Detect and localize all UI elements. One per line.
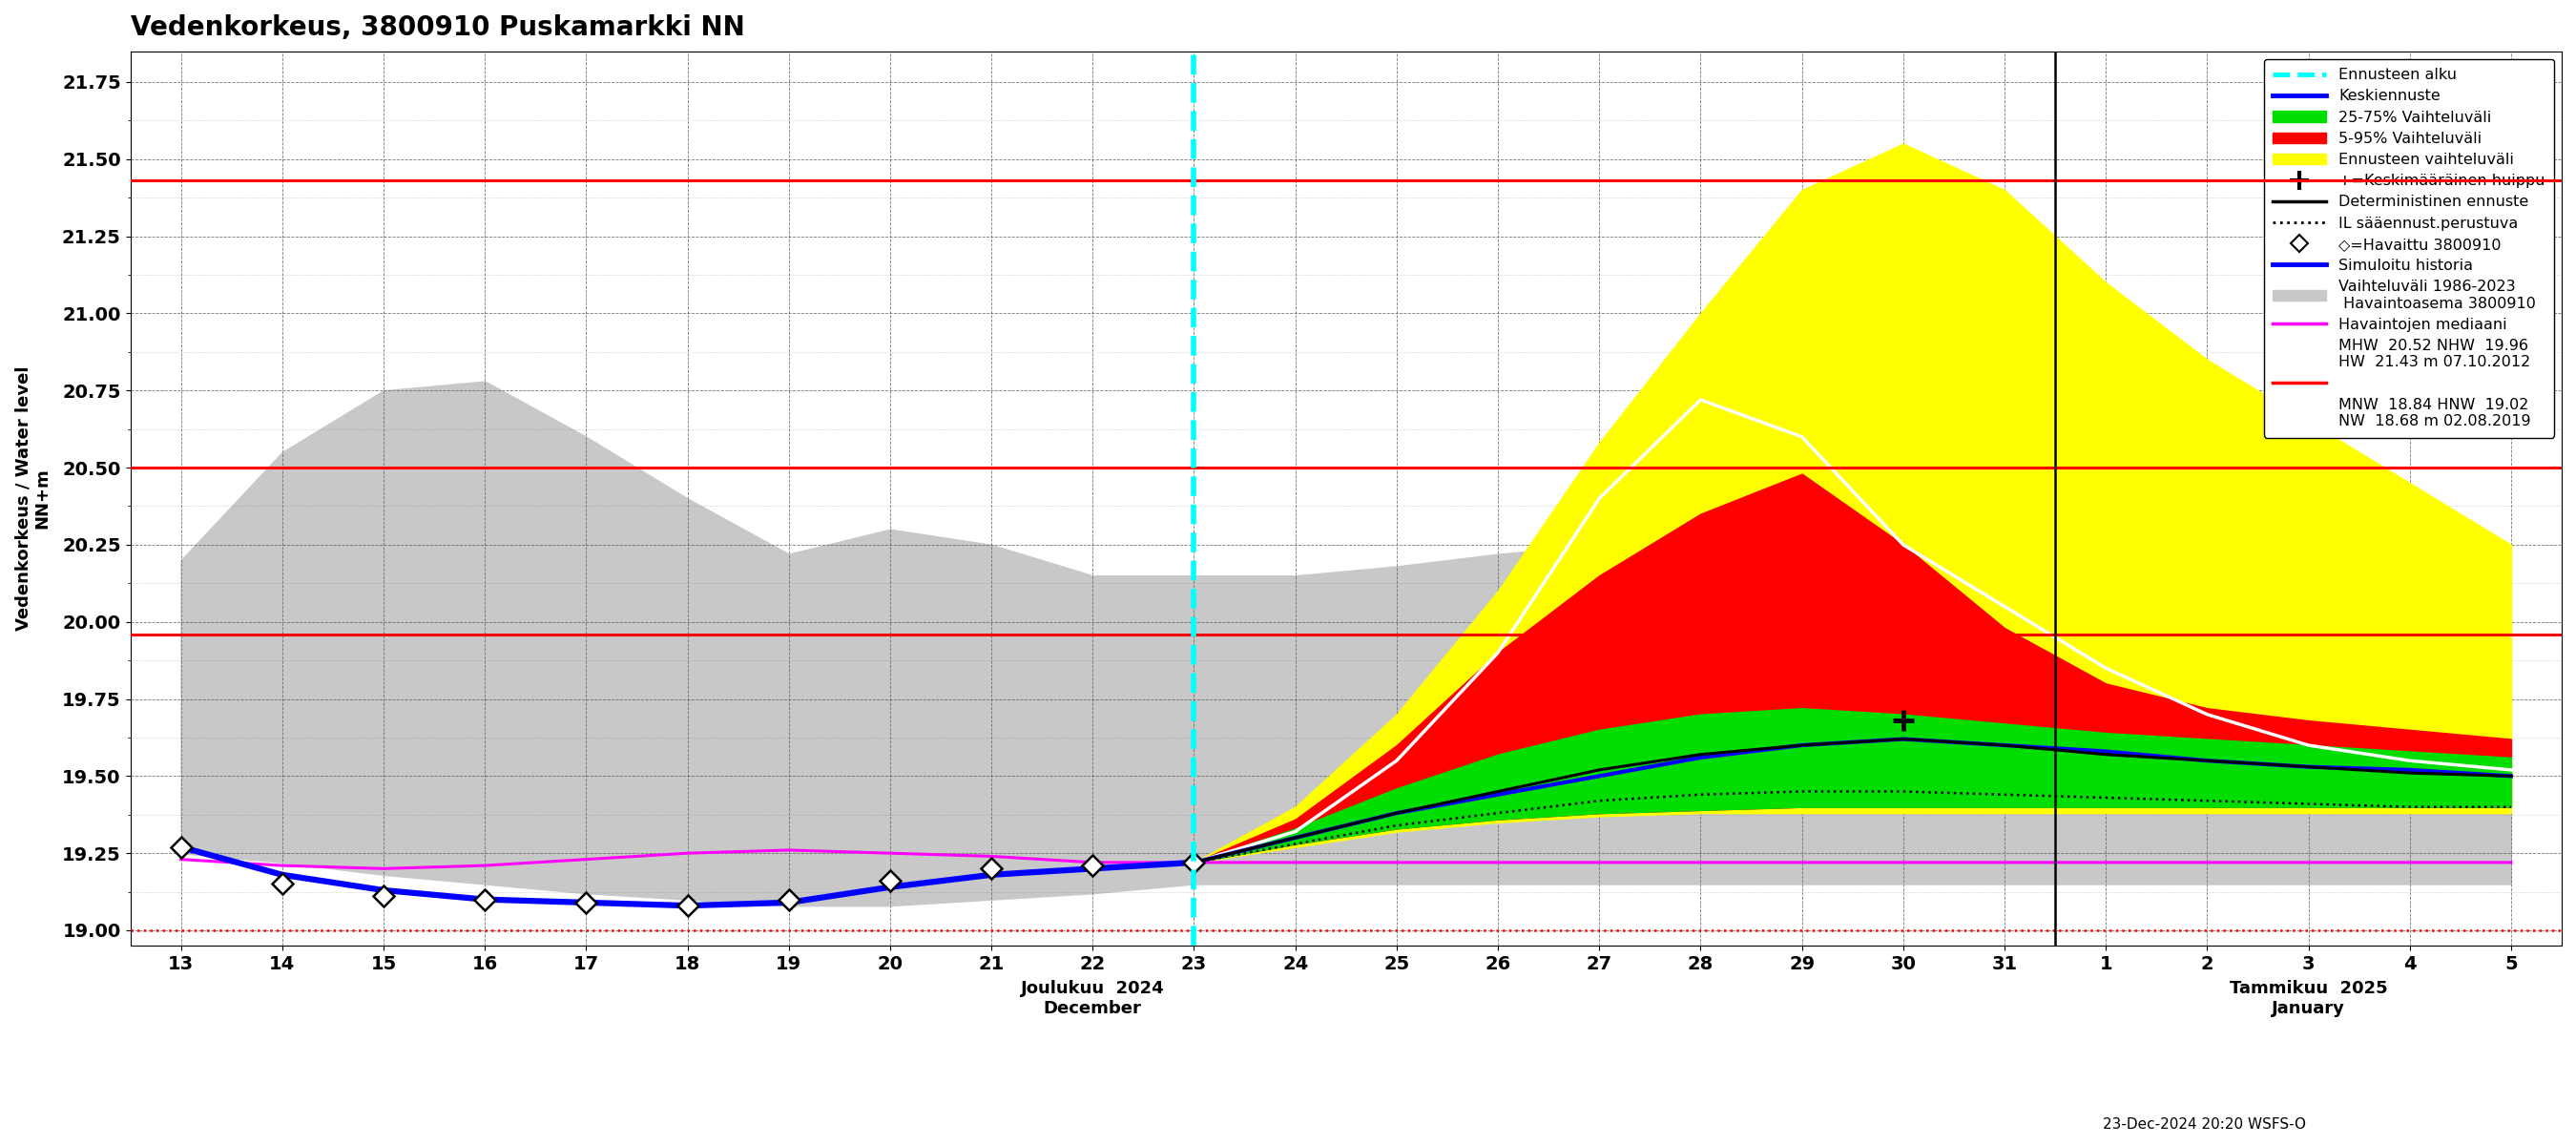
- Y-axis label: Vedenkorkeus / Water level
NN+m: Vedenkorkeus / Water level NN+m: [15, 366, 52, 631]
- Text: Joulukuu  2024
December: Joulukuu 2024 December: [1020, 980, 1164, 1017]
- Text: Vedenkorkeus, 3800910 Puskamarkki NN: Vedenkorkeus, 3800910 Puskamarkki NN: [131, 14, 744, 41]
- Legend: Ennusteen alku, Keskiennuste, 25-75% Vaihteluväli, 5-95% Vaihteluväli, Ennusteen: Ennusteen alku, Keskiennuste, 25-75% Vai…: [2264, 58, 2553, 437]
- Text: Tammikuu  2025
January: Tammikuu 2025 January: [2228, 980, 2388, 1017]
- Text: 23-Dec-2024 20:20 WSFS-O: 23-Dec-2024 20:20 WSFS-O: [2102, 1118, 2306, 1131]
